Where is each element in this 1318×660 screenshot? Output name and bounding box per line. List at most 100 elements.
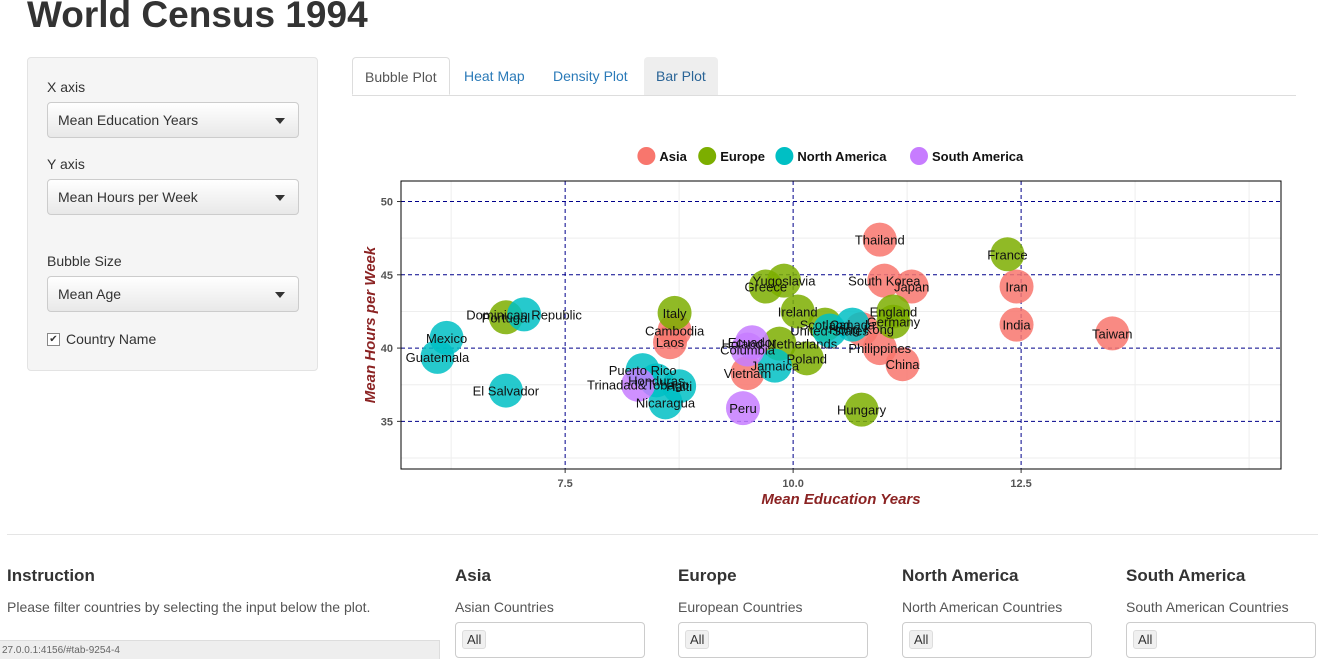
x-axis-select[interactable]: Mean Education Years bbox=[47, 102, 299, 138]
y-tick-label: 45 bbox=[381, 270, 393, 282]
point-label: Italy bbox=[663, 306, 687, 321]
north-america-title: North America bbox=[902, 566, 1019, 585]
point-label: Ireland bbox=[778, 304, 818, 319]
bubble-size-label: Bubble Size bbox=[47, 253, 122, 269]
y-axis-select[interactable]: Mean Hours per Week bbox=[47, 179, 299, 215]
bubble bbox=[748, 269, 783, 304]
bubble bbox=[725, 391, 760, 426]
country-name-checkbox[interactable]: ✔ Country Name bbox=[47, 331, 156, 347]
point-label: South Korea bbox=[848, 274, 921, 289]
point-label: Hong Kong bbox=[829, 322, 894, 337]
bubble bbox=[990, 237, 1025, 272]
bubble-size-select[interactable]: Mean Age bbox=[47, 276, 299, 312]
y-tick-label: 50 bbox=[381, 197, 393, 209]
status-bar-url: 27.0.0.1:4156/#tab-9254-4 bbox=[0, 640, 440, 659]
bubble bbox=[653, 325, 688, 360]
legend-swatch bbox=[698, 147, 717, 165]
asia-filter-label: Asian Countries bbox=[455, 599, 554, 615]
europe-filter-input[interactable]: All bbox=[678, 622, 868, 658]
point-label: Jamaica bbox=[751, 359, 800, 374]
point-label: Portugal bbox=[482, 310, 531, 325]
bubble bbox=[789, 341, 824, 376]
bubble bbox=[835, 307, 870, 342]
caret-down-icon bbox=[275, 118, 285, 124]
legend-swatch bbox=[910, 147, 928, 165]
control-panel: X axis Mean Education Years Y axis Mean … bbox=[27, 57, 318, 371]
tab-density-plot[interactable]: Density Plot bbox=[553, 68, 628, 84]
point-label: Haiti bbox=[666, 379, 692, 394]
point-label: Cambodia bbox=[645, 323, 705, 338]
bubble bbox=[488, 373, 523, 408]
tab-bubble-plot[interactable]: Bubble Plot bbox=[352, 57, 450, 95]
bubble bbox=[844, 392, 879, 427]
bubble bbox=[894, 269, 929, 304]
tab-bar-plot[interactable]: Bar Plot bbox=[644, 57, 718, 95]
x-tick-label: 7.5 bbox=[557, 478, 572, 490]
legend-label: Asia bbox=[659, 149, 687, 164]
point-label: Iran bbox=[1005, 280, 1027, 295]
caret-down-icon bbox=[275, 195, 285, 201]
x-axis-value: Mean Education Years bbox=[58, 112, 199, 128]
tab-heat-map[interactable]: Heat Map bbox=[464, 68, 525, 84]
y-axis-title: Mean Hours per Week bbox=[362, 246, 379, 403]
filter-chip[interactable]: All bbox=[1133, 630, 1158, 649]
point-label: Dominican Republic bbox=[466, 307, 582, 322]
point-label: China bbox=[886, 357, 921, 372]
instruction-text: Please filter countries by selecting the… bbox=[7, 599, 371, 615]
tab-bar: Bubble Plot Heat Map Density Plot Bar Pl… bbox=[352, 57, 1296, 96]
bubble bbox=[862, 222, 897, 257]
asia-title: Asia bbox=[455, 566, 491, 585]
filter-chip[interactable]: All bbox=[685, 630, 710, 649]
point-label: England bbox=[870, 304, 918, 319]
point-label: Taiwan bbox=[1092, 326, 1132, 341]
y-tick-label: 40 bbox=[381, 343, 393, 355]
y-axis-value: Mean Hours per Week bbox=[58, 189, 198, 205]
asia-filter-input[interactable]: All bbox=[455, 622, 645, 658]
south-america-filter-input[interactable]: All bbox=[1126, 622, 1316, 658]
bubble bbox=[867, 263, 902, 298]
filter-chip[interactable]: All bbox=[462, 630, 487, 649]
point-label: Columbia bbox=[720, 343, 776, 358]
y-axis-label: Y axis bbox=[47, 156, 85, 172]
point-label: Yugoslavia bbox=[753, 274, 817, 289]
bubble bbox=[780, 294, 815, 329]
bubble bbox=[999, 269, 1034, 304]
checkmark-icon[interactable]: ✔ bbox=[47, 332, 60, 346]
instruction-title: Instruction bbox=[7, 566, 95, 585]
europe-filter-label: European Countries bbox=[678, 599, 803, 615]
plot-border bbox=[400, 180, 1282, 470]
point-label: Hungary bbox=[837, 403, 887, 418]
point-label: United-States bbox=[790, 323, 869, 338]
point-label: Honduras bbox=[628, 373, 685, 388]
x-axis-title: Mean Education Years bbox=[761, 491, 920, 508]
bubble bbox=[648, 385, 683, 420]
point-label: India bbox=[1002, 318, 1031, 333]
filter-chip[interactable]: All bbox=[909, 630, 934, 649]
point-label: France bbox=[987, 247, 1027, 262]
legend-swatch bbox=[637, 147, 656, 165]
point-label: Holand-Netherlands bbox=[722, 337, 838, 352]
x-tick-label: 12.5 bbox=[1010, 478, 1031, 490]
legend-label: South America bbox=[932, 149, 1024, 164]
bubble bbox=[1095, 316, 1130, 351]
north-america-filter-input[interactable]: All bbox=[902, 622, 1092, 658]
bubble bbox=[999, 307, 1034, 342]
point-label: Scotland bbox=[800, 318, 851, 333]
legend-label: North America bbox=[797, 149, 887, 164]
point-label: Canada bbox=[830, 318, 876, 333]
point-label: Poland bbox=[787, 351, 827, 366]
north-america-filter-label: North American Countries bbox=[902, 599, 1063, 615]
bubble bbox=[507, 297, 542, 332]
point-label: Puerto Rico bbox=[609, 363, 677, 378]
point-label: Vietnam bbox=[724, 366, 771, 381]
point-label: El Salvador bbox=[473, 384, 540, 399]
y-tick-label: 35 bbox=[381, 416, 393, 428]
bubble bbox=[876, 304, 911, 339]
point-label: Peru bbox=[729, 401, 756, 416]
x-axis-label: X axis bbox=[47, 79, 86, 95]
bubble bbox=[757, 348, 792, 383]
checkbox-label: Country Name bbox=[66, 331, 157, 347]
point-label: Greece bbox=[744, 280, 787, 295]
point-label: Thailand bbox=[855, 233, 905, 248]
